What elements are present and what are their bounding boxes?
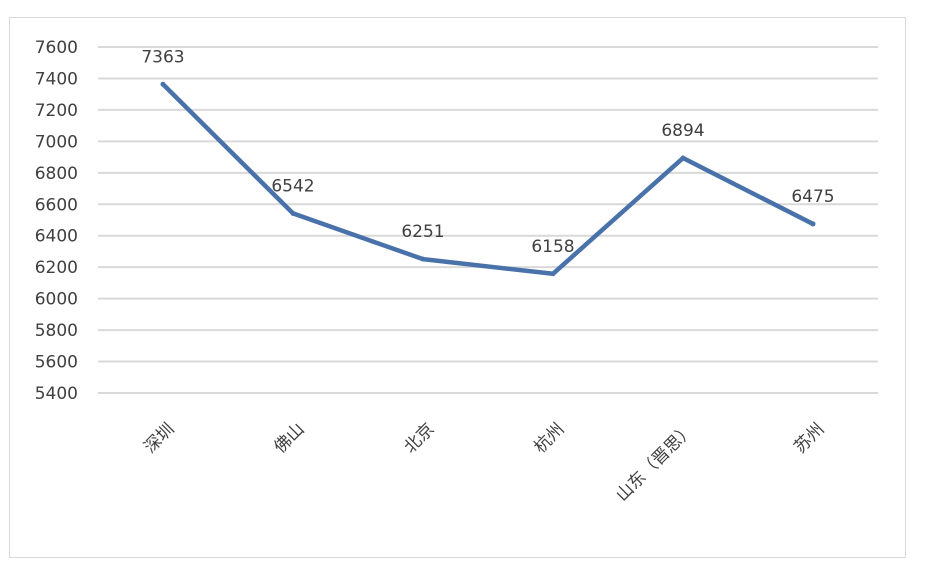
data-point	[550, 271, 556, 277]
y-tick-label: 6800	[35, 164, 78, 184]
y-tick-label: 6200	[35, 258, 78, 278]
y-tick-label: 5400	[35, 384, 78, 404]
y-tick-label: 6000	[35, 290, 78, 310]
y-tick-label: 5800	[35, 321, 78, 341]
data-point	[160, 81, 166, 87]
data-point	[680, 155, 686, 161]
data-label: 7363	[141, 47, 184, 67]
x-category-label: 苏州	[790, 419, 828, 457]
y-tick-label: 6600	[35, 195, 78, 215]
data-point	[290, 210, 296, 216]
data-label: 6475	[791, 187, 834, 207]
y-tick-label: 5600	[35, 353, 78, 373]
data-point	[420, 256, 426, 262]
x-category-label: 山东（晋思）	[612, 419, 698, 505]
x-category-label: 佛山	[270, 419, 308, 457]
y-tick-label: 7000	[35, 132, 78, 152]
series-line	[160, 82, 816, 277]
y-tick-label: 7200	[35, 101, 78, 121]
x-category-label: 杭州	[530, 419, 568, 457]
data-label: 6251	[401, 222, 444, 242]
data-point	[810, 221, 816, 227]
y-tick-label: 7600	[35, 38, 78, 58]
chart-frame	[9, 17, 906, 558]
data-label: 6158	[531, 237, 574, 257]
data-label: 6542	[271, 176, 314, 196]
x-category-label: 深圳	[140, 419, 178, 457]
x-category-label: 北京	[400, 419, 438, 457]
y-tick-label: 7400	[35, 69, 78, 89]
data-label: 6894	[661, 121, 704, 141]
y-tick-label: 6400	[35, 227, 78, 247]
